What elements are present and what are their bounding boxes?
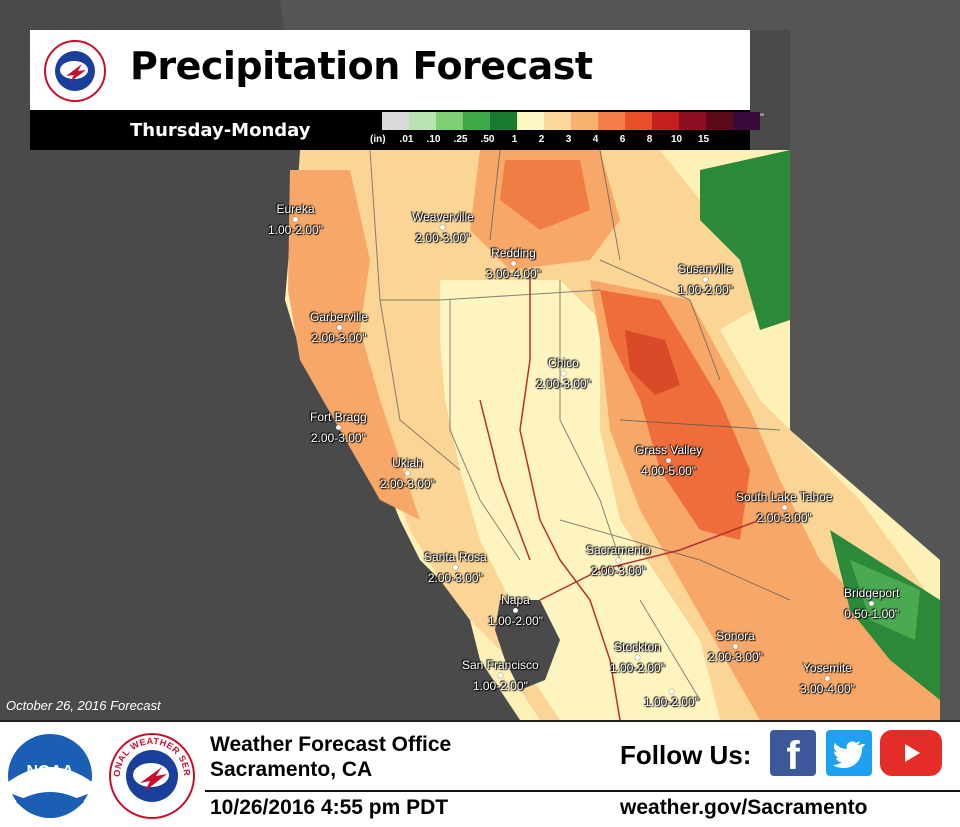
legend-swatches [382, 112, 760, 130]
legend-label: 10 [663, 134, 690, 145]
city-fort-bragg: Fort Bragg 2.00-3.00" [310, 410, 367, 445]
city-susanville: Susanville 1.00-2.00" [678, 262, 733, 297]
city-sacramento: Sacramento 2.00-3.00" [586, 543, 651, 578]
office-line1: Weather Forecast Office [210, 732, 451, 757]
city-dot [616, 558, 621, 563]
city-dot [453, 565, 458, 570]
legend-swatch [733, 112, 760, 130]
legend-swatch [436, 112, 463, 130]
city-dot [733, 644, 738, 649]
legend-swatch [409, 112, 436, 130]
youtube-icon[interactable] [880, 730, 942, 776]
city-chico: Chico 2.00-3.00" [536, 356, 591, 391]
legend-label: 8 [636, 134, 663, 145]
legend-label: 6 [609, 134, 636, 145]
city-weaverville: Weaverville 2.00-3.00" [412, 210, 474, 245]
city-dot [511, 261, 516, 266]
legend-label: .10 [420, 134, 447, 145]
legend-swatch [652, 112, 679, 130]
footer: NOAA NATIONAL WEATHER SERVICE Weather Fo… [0, 720, 960, 827]
city-garberville: Garberville 2.00-3.00" [310, 310, 368, 345]
city-yosemite: Yosemite 3.00-4.00" [800, 661, 855, 696]
city-dot [669, 689, 674, 694]
city-santa-rosa: Santa Rosa 2.00-3.00" [424, 550, 487, 585]
city-dot [336, 425, 341, 430]
legend-swatch [382, 112, 409, 130]
city-dot [782, 505, 787, 510]
city-dot [869, 601, 874, 606]
page-title: Precipitation Forecast [130, 44, 593, 88]
city-dot [825, 676, 830, 681]
city-dot [405, 471, 410, 476]
city-south-lake-tahoe: South Lake Tahoe 2.00-3.00" [736, 490, 833, 525]
legend-label: 2 [528, 134, 555, 145]
footer-divider [205, 790, 960, 792]
legend-swatch [463, 112, 490, 130]
city-sonora: Sonora 2.00-3.00" [708, 629, 763, 664]
nws-logo-icon [44, 40, 106, 102]
city-napa: Napa 1.00-2.00" [488, 593, 543, 628]
legend-swatch [517, 112, 544, 130]
city-redding: Redding 3.00-4.00" [486, 246, 541, 281]
follow-us-label: Follow Us: [620, 740, 751, 771]
legend-label: .25 [447, 134, 474, 145]
legend-label: 3 [555, 134, 582, 145]
city-dot [513, 608, 518, 613]
city-eureka: Eureka 1.00-2.00" [268, 202, 323, 237]
legend-labels: (in) .01 .10 .25 .50 1 2 3 4 6 8 10 15 [370, 134, 717, 145]
legend-swatch [571, 112, 598, 130]
noaa-logo-text: NOAA [26, 763, 74, 780]
legend-label: 1 [501, 134, 528, 145]
website-link[interactable]: weather.gov/Sacramento [620, 796, 867, 820]
legend-swatch [706, 112, 733, 130]
legend-swatch [679, 112, 706, 130]
forecast-period: Thursday-Monday [130, 120, 310, 141]
forecast-date: October 26, 2016 Forecast [6, 698, 161, 713]
city-dot [561, 371, 566, 376]
legend-label: 4 [582, 134, 609, 145]
legend-swatch [544, 112, 571, 130]
city-dot [635, 655, 640, 660]
city-ukiah: Ukiah 2.00-3.00" [380, 456, 435, 491]
city-bridgeport: Bridgeport 0.50-1.00" [844, 586, 899, 621]
legend-overflow-mark: " [760, 112, 764, 124]
office-line2: Sacramento, CA [210, 757, 451, 782]
legend-label: 15 [690, 134, 717, 145]
legend-swatch [625, 112, 652, 130]
legend-label: .50 [474, 134, 501, 145]
city-dot [498, 673, 503, 678]
city-dot [703, 277, 708, 282]
city-unnamed: 1.00-2.00" [644, 688, 699, 709]
city-stockton: Stockton 1.00-2.00" [610, 640, 665, 675]
nws-logo-footer-icon: NATIONAL WEATHER SERVICE [108, 732, 196, 820]
twitter-icon[interactable] [826, 730, 872, 776]
noaa-logo-icon: NOAA [6, 732, 94, 820]
city-san-francisco: San Francisco 1.00-2.00" [462, 658, 539, 693]
legend-swatch [490, 112, 517, 130]
issue-datetime: 10/26/2016 4:55 pm PDT [210, 796, 448, 820]
city-grass-valley: Grass Valley 4.00-5.00" [635, 443, 702, 478]
city-dot [440, 225, 445, 230]
city-dot [666, 458, 671, 463]
title-panel: Precipitation Forecast [30, 30, 750, 110]
legend-label: .01 [393, 134, 420, 145]
city-dot [293, 217, 298, 222]
office-name: Weather Forecast Office Sacramento, CA [210, 732, 451, 782]
facebook-icon[interactable]: f [770, 730, 816, 776]
legend-unit: (in) [370, 134, 393, 145]
city-dot [337, 325, 342, 330]
legend-bar: Thursday-Monday (in) .01 .10 .25 .50 1 2… [30, 110, 750, 150]
legend-swatch [598, 112, 625, 130]
